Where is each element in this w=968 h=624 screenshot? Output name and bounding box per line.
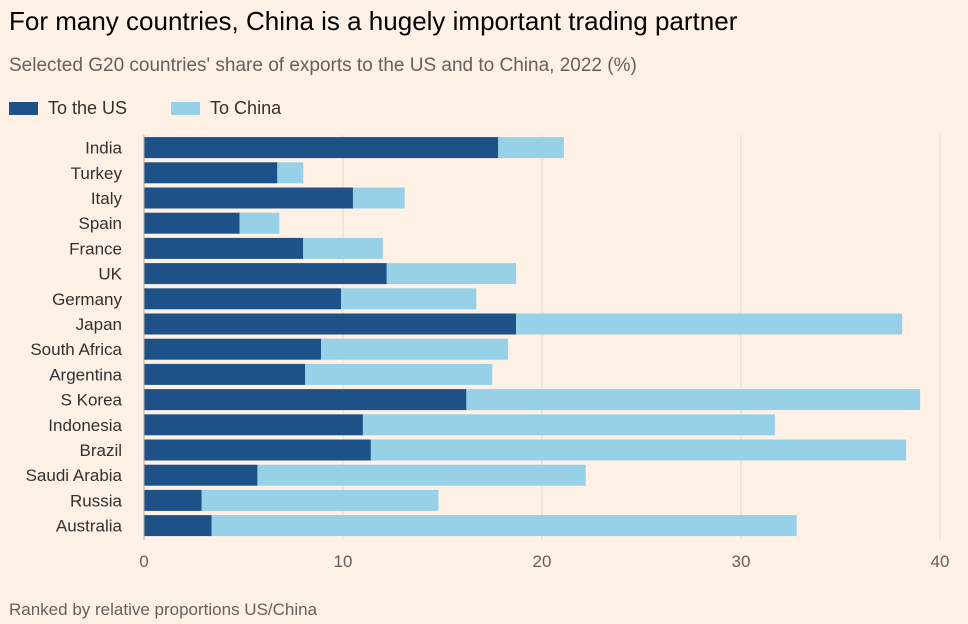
bar-south-africa-us	[144, 338, 322, 360]
bar-saudi-arabia-china	[257, 464, 586, 486]
x-tick-label-30: 30	[732, 552, 751, 571]
bar-france-us	[144, 237, 304, 259]
bar-japan-us	[144, 313, 517, 335]
bar-argentina-us	[144, 363, 306, 385]
legend-label-china: To China	[210, 98, 282, 118]
category-label-indonesia: Indonesia	[48, 416, 122, 435]
bar-russia-china	[201, 489, 439, 511]
category-label-italy: Italy	[91, 189, 123, 208]
bar-turkey-china	[277, 162, 304, 184]
bar-japan-china	[516, 313, 903, 335]
legend-item-china: To China	[171, 98, 281, 119]
legend-item-us: To the US	[9, 98, 127, 119]
bar-france-china	[303, 237, 383, 259]
category-label-uk: UK	[98, 265, 122, 284]
category-label-germany: Germany	[52, 290, 122, 309]
chart-title: For many countries, China is a hugely im…	[9, 6, 738, 36]
category-label-australia: Australia	[56, 517, 123, 536]
bar-indonesia-us	[144, 414, 363, 436]
bar-australia-china	[211, 515, 797, 537]
category-label-japan: Japan	[76, 315, 122, 334]
bar-indonesia-china	[362, 414, 775, 436]
bar-italy-china	[352, 187, 405, 209]
category-label-france: France	[69, 239, 122, 258]
legend-swatch-china	[171, 102, 201, 115]
category-label-argentina: Argentina	[49, 365, 122, 384]
bar-spain-china	[239, 212, 280, 234]
legend-label-us: To the US	[48, 98, 128, 118]
legend: To the US To China	[9, 98, 325, 119]
x-tick-label-10: 10	[334, 552, 353, 571]
category-label-s-korea: S Korea	[61, 391, 123, 410]
bar-spain-us	[144, 212, 240, 234]
category-label-saudi-arabia: Saudi Arabia	[26, 466, 123, 485]
x-tick-label-20: 20	[533, 552, 552, 571]
bar-india-us	[144, 137, 499, 159]
bar-s-korea-china	[466, 389, 921, 411]
bar-india-china	[498, 137, 564, 159]
bar-uk-china	[386, 263, 517, 285]
bar-brazil-china	[370, 439, 907, 461]
bar-brazil-us	[144, 439, 371, 461]
category-label-india: India	[85, 139, 122, 158]
x-tick-label-0: 0	[139, 552, 148, 571]
bar-germany-us	[144, 288, 342, 310]
bar-south-africa-china	[321, 338, 509, 360]
bar-saudi-arabia-us	[144, 464, 258, 486]
bar-russia-us	[144, 489, 202, 511]
legend-swatch-us	[9, 102, 38, 115]
bar-italy-us	[144, 187, 353, 209]
x-tick-label-40: 40	[931, 552, 950, 571]
bar-uk-us	[144, 263, 387, 285]
chart-subtitle: Selected G20 countries' share of exports…	[9, 55, 637, 76]
category-label-turkey: Turkey	[71, 164, 123, 183]
bar-s-korea-us	[144, 389, 467, 411]
bar-germany-china	[341, 288, 477, 310]
category-label-brazil: Brazil	[79, 441, 122, 460]
chart-footnote: Ranked by relative proportions US/China	[9, 600, 318, 619]
category-label-south-africa: South Africa	[30, 340, 122, 359]
category-label-russia: Russia	[70, 491, 123, 510]
bar-argentina-china	[305, 363, 493, 385]
bar-turkey-us	[144, 162, 278, 184]
category-label-spain: Spain	[79, 214, 122, 233]
bar-australia-us	[144, 515, 212, 537]
